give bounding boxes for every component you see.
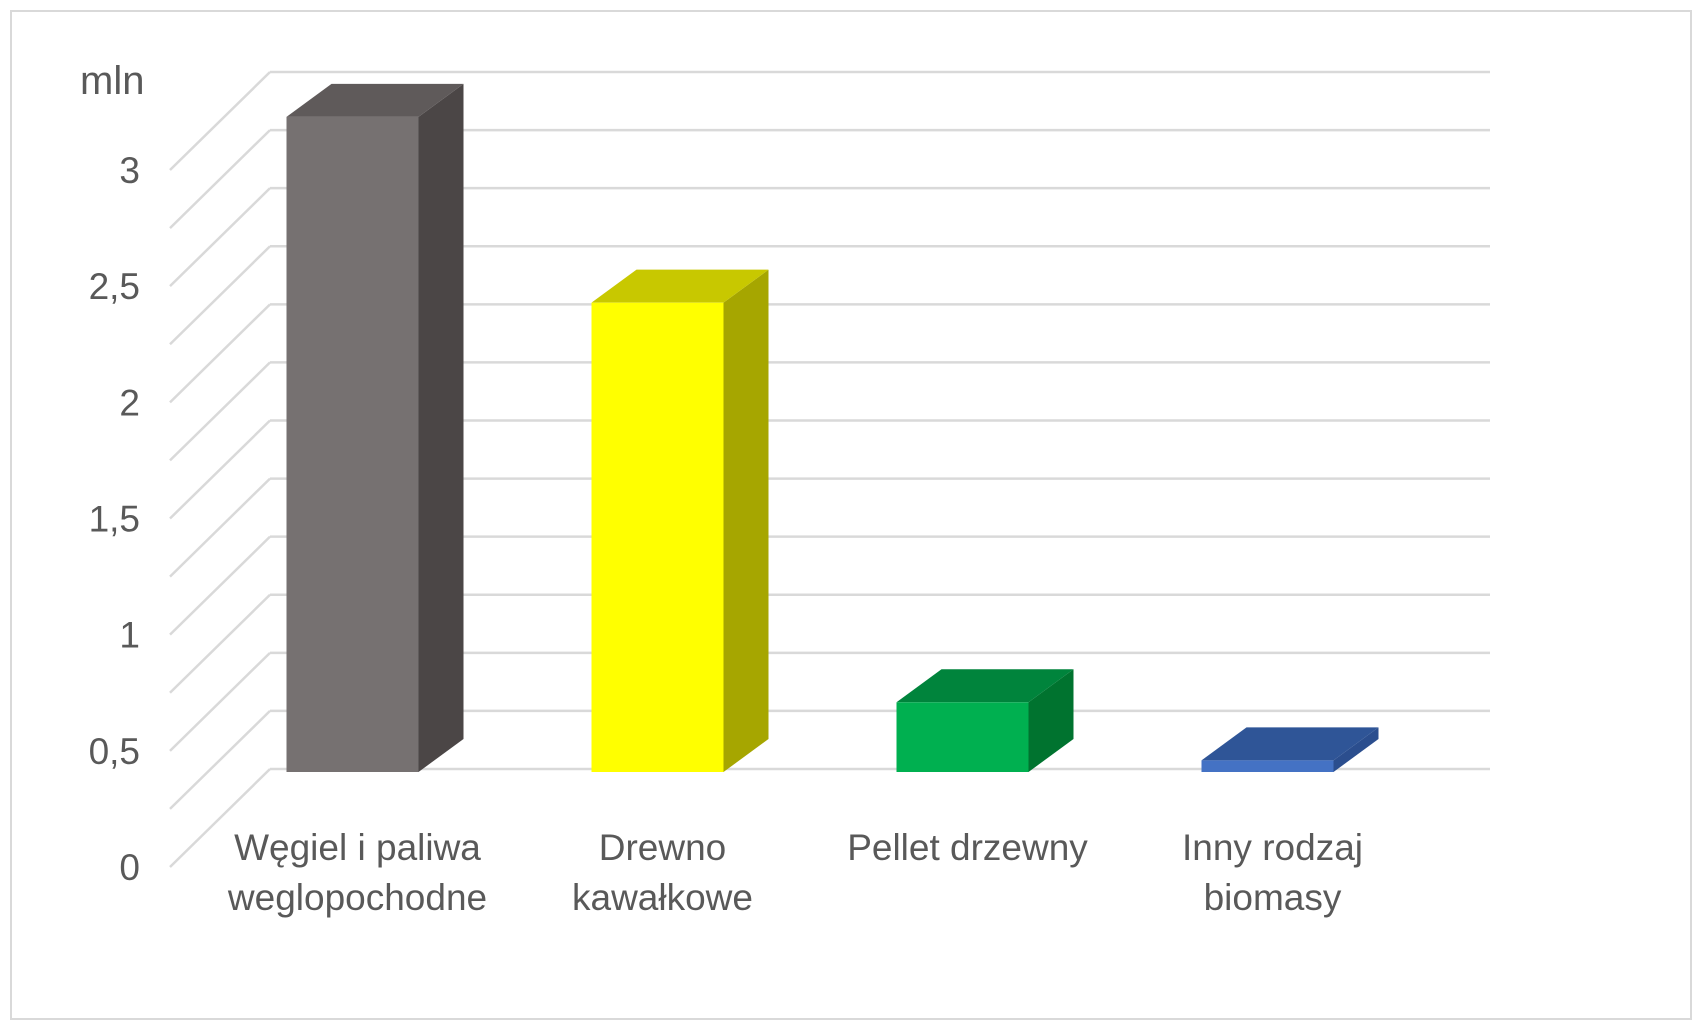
x-axis-categories: Węgiel i paliwa weglopochodne Drewno kawałk… — [227, 827, 1363, 918]
gridline-side — [169, 245, 271, 346]
x-category-label: Drewno kawałkowe — [572, 827, 753, 918]
gridline-side — [169, 710, 271, 810]
x-category-label: Inny rodzaj biomasy — [1182, 827, 1363, 918]
y-tick-label: 0,5 — [89, 731, 140, 772]
x-category-label: Węgiel i paliwa weglopochodne — [227, 827, 487, 918]
chart-frame: 0 0,5 1 1,5 2 2,5 3 mln Węgiel i paliwa weglopo… — [10, 10, 1692, 1020]
y-tick-label: 2,5 — [89, 266, 140, 307]
bar — [1201, 727, 1379, 772]
gridline-side — [169, 361, 271, 462]
gridline-side — [169, 129, 271, 229]
bar-side — [1333, 727, 1379, 772]
bar-side — [723, 269, 769, 772]
x-category-label: Pellet drzewny — [847, 827, 1088, 868]
bar-top — [591, 269, 769, 303]
bar-top — [896, 669, 1074, 703]
bar-side — [1028, 669, 1074, 772]
gridlines — [169, 70, 1490, 868]
y-tick-label: 1 — [119, 615, 140, 656]
y-axis-unit-label: mln — [80, 59, 144, 103]
gridline-side — [169, 477, 271, 578]
bar-front — [1201, 760, 1334, 772]
bar-chart: 0 0,5 1 1,5 2 2,5 3 mln Węgiel i paliwa weglopo… — [80, 59, 1490, 918]
bar-top — [1201, 727, 1379, 761]
bar-front — [896, 702, 1029, 772]
bar-front — [286, 116, 419, 772]
gridline-side — [169, 768, 271, 868]
gridline-side — [169, 651, 271, 752]
bar — [591, 269, 769, 772]
bar — [896, 669, 1074, 772]
bar-front — [591, 302, 724, 772]
gridline-side — [169, 419, 271, 520]
y-tick-label: 1,5 — [89, 499, 140, 540]
gridline-side — [169, 303, 271, 404]
bar — [286, 83, 464, 772]
y-tick-label: 3 — [119, 150, 140, 191]
bars — [286, 83, 1379, 772]
gridline-side — [169, 187, 271, 288]
gridline-side — [169, 593, 271, 694]
y-tick-label: 2 — [119, 382, 140, 423]
gridline-side — [169, 71, 271, 171]
y-tick-label: 0 — [119, 847, 140, 888]
gridline-side — [169, 535, 271, 636]
bar-side — [418, 83, 464, 772]
bar-top — [286, 83, 464, 117]
y-axis-ticks: 0 0,5 1 1,5 2 2,5 3 — [89, 150, 140, 888]
